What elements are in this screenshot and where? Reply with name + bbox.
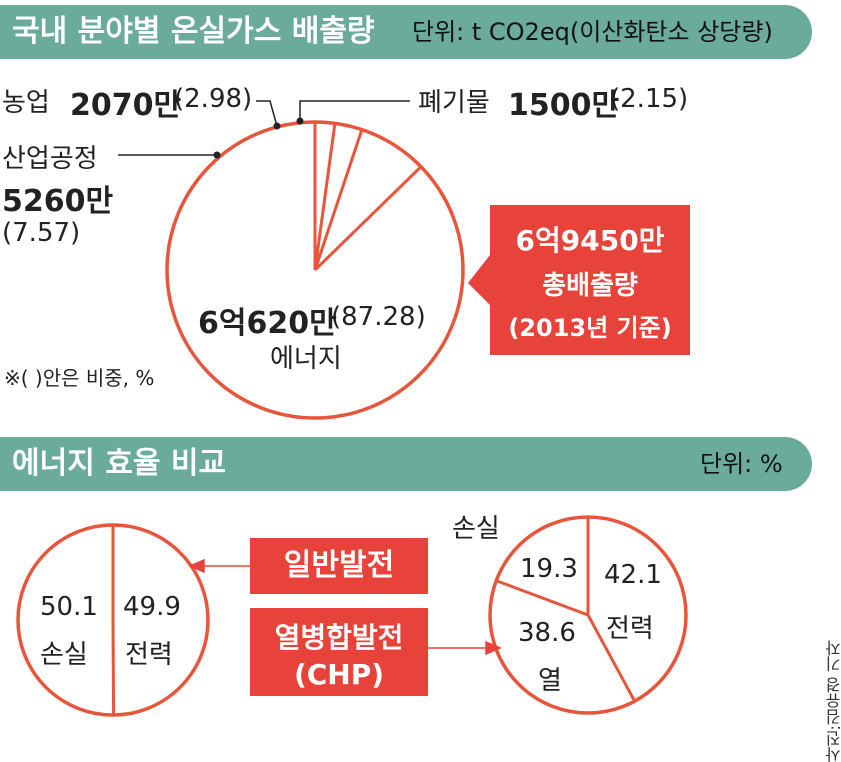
right-power-value: 42.1 — [604, 560, 662, 590]
leader-dot-industry — [213, 151, 221, 159]
leader-dot-waste — [296, 117, 304, 125]
arrows — [188, 558, 502, 656]
header-efficiency-unit: 단위: % — [700, 450, 783, 478]
chp-generation-box: 열병합발전 (CHP) — [250, 608, 428, 696]
slice-boundary-waste — [313, 123, 337, 271]
photo-credit: 사진:김유경 기자 — [825, 640, 841, 762]
leader-waste — [299, 100, 410, 121]
total-line1: 6억9450만 — [515, 224, 665, 257]
right-heat-value: 38.6 — [518, 618, 576, 648]
label-note: ※( )안은 비중, % — [4, 366, 155, 390]
label-agri-pct: (2.98) — [174, 84, 253, 114]
left-loss-value: 50.1 — [40, 592, 98, 622]
label-energy-pct: (87.28) — [331, 302, 426, 332]
right-heat-name: 열 — [538, 666, 562, 696]
label-waste-name: 폐기물 — [418, 88, 490, 118]
label-waste-value: 1500만 — [508, 88, 620, 123]
right-power-name: 전력 — [606, 614, 654, 644]
right-loss-value: 19.3 — [520, 554, 578, 584]
left-power-value: 49.9 — [123, 592, 181, 622]
label-energy-value: 6억620만 — [198, 306, 337, 341]
label-agri-name: 농업 — [2, 88, 50, 118]
general-generation-label: 일반발전 — [283, 548, 395, 583]
emissions-pie — [165, 120, 465, 420]
slice-boundary-heat — [586, 614, 636, 702]
total-line2: 총배출량 — [542, 271, 638, 301]
leader-agri — [256, 100, 278, 127]
slice-boundary-power — [111, 619, 116, 716]
label-industry-pct: (7.57) — [2, 218, 81, 248]
slice-boundary-loss — [495, 579, 589, 617]
chp-pie — [488, 515, 688, 715]
arrow-chp-head — [485, 640, 502, 656]
label-industry-name: 산업공정 — [2, 144, 98, 174]
left-loss-name: 손실 — [40, 640, 88, 670]
total-emissions-box: 6억9450만 총배출량 (2013년 기준) — [490, 205, 690, 355]
slice-boundary-industry — [313, 165, 423, 272]
total-box-pointer — [468, 255, 490, 305]
arrow-general-head — [188, 558, 205, 574]
general-pie — [16, 523, 210, 717]
label-waste-pct: (2.15) — [610, 84, 689, 114]
label-energy-name: 에너지 — [270, 344, 342, 374]
slice-boundary-agri — [313, 129, 364, 271]
chp-label-line2: (CHP) — [293, 658, 385, 691]
header-efficiency-title: 에너지 효율 비교 — [12, 446, 227, 481]
right-loss-name: 손실 — [452, 514, 500, 544]
header-emissions-unit: 단위: t CO2eq(이산화탄소 상당량) — [412, 18, 773, 46]
header-efficiency: 에너지 효율 비교 단위: % — [0, 437, 812, 491]
label-agri-value: 2070만 — [70, 88, 182, 123]
header-emissions-title: 국내 분야별 온실가스 배출량 — [12, 14, 375, 49]
label-industry-value: 5260만 — [2, 184, 114, 219]
header-emissions: 국내 분야별 온실가스 배출량 단위: t CO2eq(이산화탄소 상당량) — [0, 5, 812, 59]
leader-dot-agri — [273, 122, 281, 130]
chp-label-line1: 열병합발전 — [274, 621, 404, 654]
total-line3: (2013년 기준) — [508, 314, 672, 342]
left-power-name: 전력 — [125, 640, 173, 670]
general-generation-box: 일반발전 — [250, 538, 428, 594]
